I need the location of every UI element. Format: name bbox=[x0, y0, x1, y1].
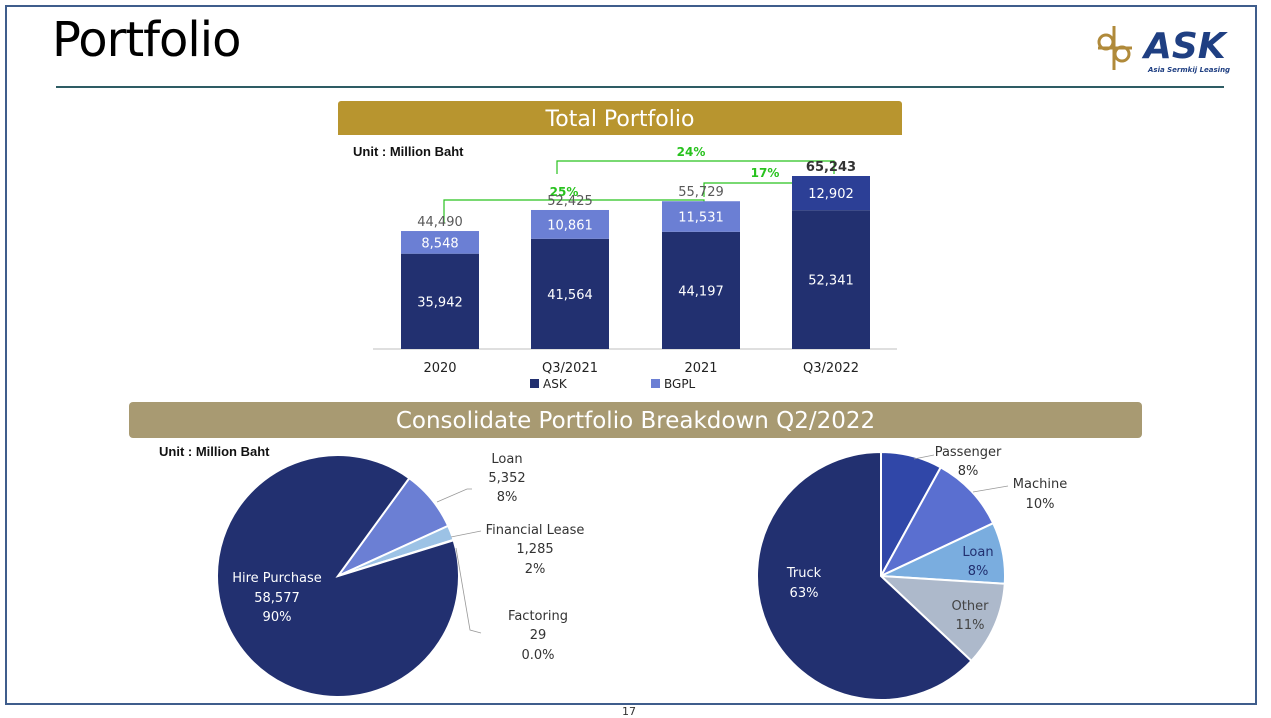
logo-emblem-icon bbox=[1097, 26, 1132, 70]
title-divider bbox=[56, 86, 1224, 88]
hp-pct: 90% bbox=[263, 610, 292, 625]
pie2-leader-lines bbox=[913, 454, 1009, 493]
pass-name: Passenger bbox=[935, 445, 1002, 460]
loan-value: 5,352 bbox=[488, 471, 525, 486]
truck-pct: 63% bbox=[790, 586, 819, 601]
fl-name: Financial Lease bbox=[486, 523, 585, 538]
pie2-label-passenger: Passenger 8% bbox=[935, 445, 1002, 479]
fac-value: 29 bbox=[530, 628, 547, 643]
fl-value: 1,285 bbox=[516, 542, 553, 557]
loan-name: Loan bbox=[491, 452, 522, 467]
top-unit-label: Unit : Million Baht bbox=[353, 144, 464, 159]
legend-label-ask: ASK bbox=[543, 377, 568, 391]
hp-value: 58,577 bbox=[254, 591, 300, 606]
bar-ask-1 bbox=[531, 238, 609, 349]
breakdown-banner: Consolidate Portfolio Breakdown Q2/2022 bbox=[129, 402, 1142, 438]
category-label-1: Q3/2021 bbox=[542, 361, 598, 376]
bar-label-bgpl-1: 10,861 bbox=[547, 218, 593, 233]
pie2-slice-machine bbox=[878, 465, 995, 579]
bar-total-3: 65,243 bbox=[806, 160, 856, 175]
pie1-leader-lines bbox=[436, 488, 482, 634]
truck-name: Truck bbox=[786, 566, 822, 581]
pass-pct: 8% bbox=[958, 464, 979, 479]
page-number: 17 bbox=[622, 705, 636, 718]
pie2-label-truck: Truck 63% bbox=[786, 566, 822, 601]
other-pct: 11% bbox=[956, 618, 985, 633]
logo-tagline: Asia Sermkij Leasing bbox=[1147, 66, 1230, 74]
legend-label-bgpl: BGPL bbox=[664, 377, 696, 391]
bar-bgpl-3 bbox=[792, 176, 870, 211]
category-label-2: 2021 bbox=[684, 361, 717, 376]
bar-total-1: 52,425 bbox=[547, 194, 593, 209]
bar-label-bgpl-2: 11,531 bbox=[678, 211, 724, 226]
bar-label-bgpl-3: 12,902 bbox=[808, 187, 854, 202]
pie1-label-factoring: Factoring 29 0.0% bbox=[508, 609, 568, 663]
pie2-label-machine: Machine 10% bbox=[1013, 477, 1067, 512]
mach-name: Machine bbox=[1013, 477, 1067, 492]
seg-loan-name: Loan bbox=[962, 545, 993, 560]
pie2-label-other: Other 11% bbox=[952, 599, 990, 633]
fac-name: Factoring bbox=[508, 609, 568, 624]
total-portfolio-banner: Total Portfolio bbox=[338, 101, 902, 135]
bar-ask-3 bbox=[792, 210, 870, 349]
pie1-slice-hire-purchase bbox=[216, 454, 461, 698]
pie1-label-loan: Loan 5,352 8% bbox=[488, 452, 525, 505]
page-title: Portfolio bbox=[52, 12, 241, 68]
loan-pct: 8% bbox=[497, 490, 518, 505]
pie2-label-loan: Loan 8% bbox=[962, 545, 993, 579]
bottom-unit-label: Unit : Million Baht bbox=[159, 444, 270, 459]
pie2-slice-truck bbox=[756, 450, 973, 701]
growth-label-24: 24% bbox=[677, 145, 706, 159]
bar-bgpl-1 bbox=[531, 209, 609, 239]
seg-loan-pct: 8% bbox=[968, 564, 989, 579]
bar-label-ask-2: 44,197 bbox=[678, 284, 724, 299]
pie1-label-financial-lease: Financial Lease 1,285 2% bbox=[486, 523, 585, 577]
fac-pct: 0.0% bbox=[521, 648, 554, 663]
bar-ask-2 bbox=[662, 231, 740, 349]
other-name: Other bbox=[952, 599, 990, 614]
category-label-3: Q3/2022 bbox=[803, 361, 859, 376]
growth-label-25: 25% bbox=[550, 185, 579, 199]
pie2-slice-other bbox=[878, 574, 1006, 663]
bar-label-ask-0: 35,942 bbox=[417, 295, 463, 310]
bar-label-ask-3: 52,341 bbox=[808, 274, 854, 289]
bar-bgpl-2 bbox=[662, 201, 740, 232]
mach-pct: 10% bbox=[1026, 497, 1055, 512]
pie1-label-hire-purchase: Hire Purchase 58,577 90% bbox=[232, 571, 322, 625]
category-label-0: 2020 bbox=[423, 361, 456, 376]
bar-total-0: 44,490 bbox=[417, 215, 463, 230]
growth-label-17: 17% bbox=[751, 166, 780, 180]
legend-swatch-bgpl bbox=[651, 379, 660, 388]
fl-pct: 2% bbox=[525, 562, 546, 577]
bar-label-ask-1: 41,564 bbox=[547, 288, 593, 303]
bar-bgpl-0 bbox=[401, 231, 479, 254]
bar-ask-0 bbox=[401, 253, 479, 349]
bar-total-2: 55,729 bbox=[678, 185, 724, 200]
bar-label-bgpl-0: 8,548 bbox=[421, 236, 458, 251]
logo-wordmark: ASK bbox=[1141, 26, 1229, 67]
growth-bracket-24 bbox=[556, 160, 835, 174]
hp-name: Hire Purchase bbox=[232, 571, 322, 586]
ask-logo: ASK Asia Sermkij Leasing bbox=[1097, 26, 1230, 74]
legend-swatch-ask bbox=[530, 379, 539, 388]
